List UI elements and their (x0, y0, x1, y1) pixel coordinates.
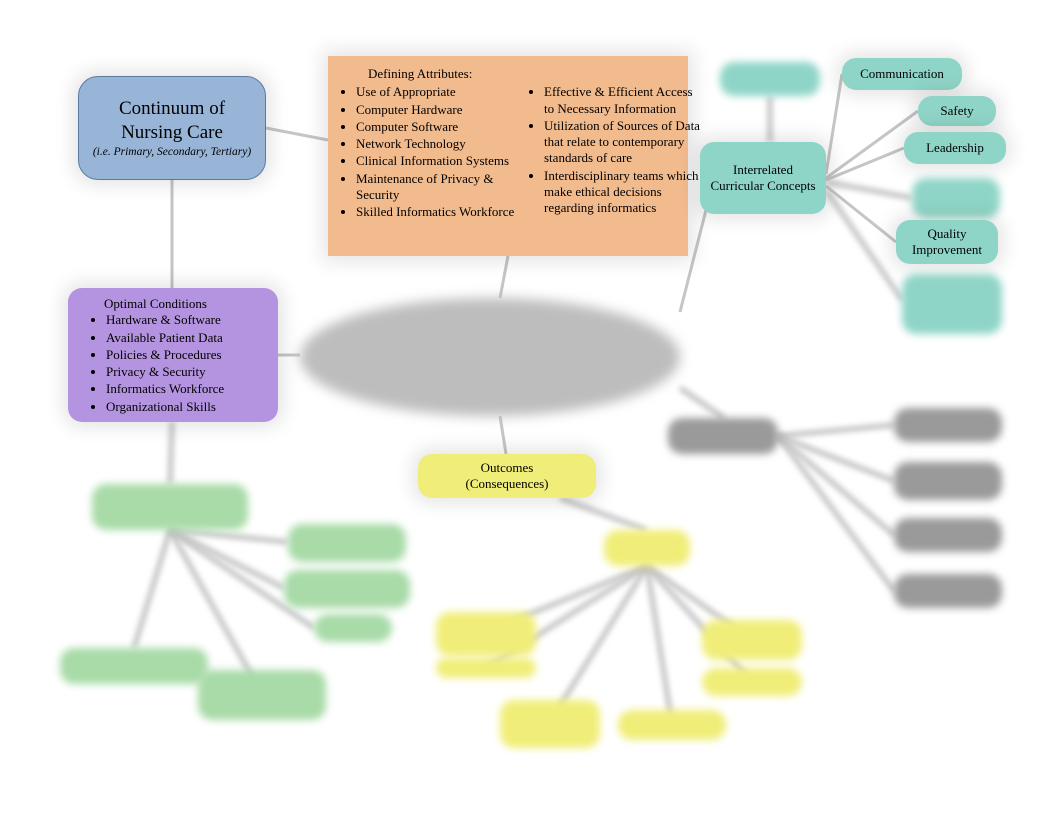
continuum-title1: Continuum of (119, 97, 225, 121)
defining-item: Use of Appropriate (356, 84, 516, 100)
optimal-heading: Optimal Conditions (104, 296, 207, 312)
defining-left-list: Use of Appropriate Computer HardwareCompu… (338, 84, 516, 221)
optimal-item: Privacy & Security (106, 364, 224, 380)
curricular-leaf: Communication (842, 58, 962, 90)
optimal-item: Hardware & Software (106, 312, 224, 328)
defining-item: Computer Hardware (356, 102, 516, 118)
outcomes-l1: Outcomes (481, 460, 534, 476)
curricular-hub: Interrelated Curricular Concepts (700, 142, 826, 214)
antecedent-leaf-blurred (284, 570, 410, 608)
curricular-leaf (912, 178, 1000, 218)
curricular-top-blurred (720, 62, 820, 96)
curricular-leaf (902, 274, 1002, 334)
curricular-leaf: Safety (918, 96, 996, 126)
grey-leaf-blurred (894, 574, 1002, 608)
optimal-item: Organizational Skills (106, 399, 224, 415)
outcomes-leaf-blurred (436, 612, 536, 656)
defining-attributes-node: Defining Attributes: Use of Appropriate C… (328, 56, 688, 256)
antecedent-hub-blurred (92, 484, 248, 530)
outcomes-leaf-blurred (500, 700, 600, 748)
defining-title: Defining Attributes: (368, 66, 472, 82)
continuum-sub: (i.e. Primary, Secondary, Tertiary) (93, 145, 251, 159)
antecedent-leaf-blurred (198, 670, 326, 720)
curricular-leaf: Leadership (904, 132, 1006, 164)
curricular-leaf: QualityImprovement (896, 220, 998, 264)
defining-item: Clinical Information Systems (356, 153, 516, 169)
curricular-l2: Curricular Concepts (710, 178, 815, 194)
defining-item: Utilization of Sources of Data that rela… (544, 118, 704, 167)
grey-leaf-blurred (894, 462, 1002, 500)
optimal-conditions-node: Optimal Conditions Hardware & Software Av… (68, 288, 278, 422)
outcomes-leaf-blurred (702, 668, 802, 696)
defining-item: Effective & Efficient Access to Necessar… (544, 84, 704, 117)
antecedent-leaf-blurred (60, 648, 208, 684)
optimal-item: Policies & Procedures (106, 347, 224, 363)
grey-leaf-blurred (894, 408, 1002, 442)
optimal-list: Hardware & Software Available Patient Dat… (94, 312, 224, 416)
defining-item: Computer Software (356, 119, 516, 135)
outcomes-l2: (Consequences) (465, 476, 548, 492)
optimal-item: Available Patient Data (106, 330, 224, 346)
continuum-title2: Nursing Care (121, 121, 223, 145)
continuum-node: Continuum of Nursing Care (i.e. Primary,… (78, 76, 266, 180)
outcomes-node: Outcomes (Consequences) (418, 454, 596, 498)
defining-item: Maintenance of Privacy & Security (356, 171, 516, 204)
center-concept-oval (300, 298, 680, 416)
defining-item: Network Technology (356, 136, 516, 152)
outcomes-leaf-blurred (618, 710, 726, 740)
grey-hub-blurred (668, 418, 778, 454)
antecedent-leaf-blurred (288, 524, 406, 562)
defining-item: Interdisciplinary teams which make ethic… (544, 168, 704, 217)
defining-item: Skilled Informatics Workforce (356, 204, 516, 220)
outcomes-leaf-blurred (436, 658, 536, 678)
defining-right-list: Effective & Efficient Access to Necessar… (526, 84, 704, 221)
curricular-l1: Interrelated (733, 162, 793, 178)
outcomes-hub-blurred (604, 530, 690, 566)
outcomes-leaf-blurred (702, 620, 802, 660)
grey-leaf-blurred (894, 518, 1002, 552)
antecedent-leaf-blurred (314, 614, 392, 642)
optimal-item: Informatics Workforce (106, 381, 224, 397)
